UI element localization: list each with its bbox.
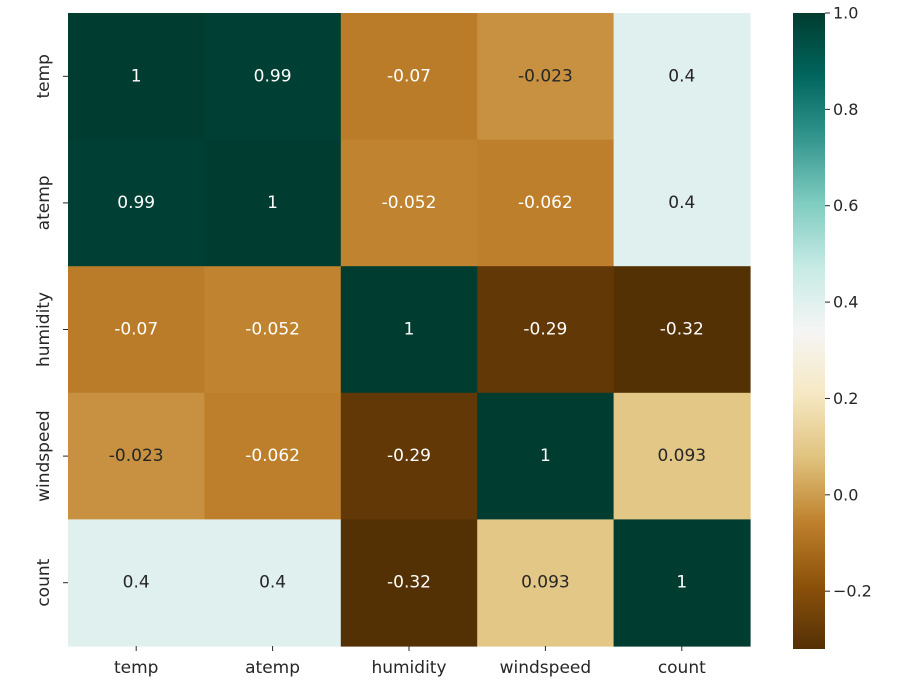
heatmap-cell-2-1 bbox=[204, 266, 342, 394]
heatmap-cell-3-2 bbox=[340, 392, 478, 520]
colorbar-tick-label-0: 1.0 bbox=[833, 4, 858, 23]
colorbar-ticks: 1.0 0.8 0.6 0.4 0.2 0.0 −0.2 bbox=[825, 4, 872, 601]
heatmap-cell-label-4-4: 1 bbox=[676, 573, 687, 593]
colorbar-tick-label-1: 0.8 bbox=[833, 100, 858, 119]
heatmap-cell-4-2 bbox=[340, 519, 478, 647]
heatmap-cell-label-1-1: 1 bbox=[267, 193, 278, 213]
y-tick-label-temp: temp bbox=[34, 54, 54, 98]
y-tick-label-count: count bbox=[34, 558, 54, 606]
heatmap-cell-1-0 bbox=[68, 139, 205, 267]
heatmap-cell-4-3 bbox=[477, 519, 615, 647]
heatmap-cell-4-1 bbox=[204, 519, 342, 647]
colorbar-gradient bbox=[793, 13, 825, 649]
y-tick-label-humidity: humidity bbox=[34, 292, 54, 367]
heatmap-cell-label-3-0: -0.023 bbox=[109, 446, 164, 466]
heatmap-cell-label-2-0: -0.07 bbox=[114, 320, 158, 340]
heatmap-cell-2-2 bbox=[340, 266, 478, 394]
heatmap-cell-0-4 bbox=[613, 13, 751, 141]
heatmap-cell-label-0-1: 0.99 bbox=[254, 66, 292, 86]
colorbar-tick-label-3: 0.4 bbox=[833, 293, 858, 312]
heatmap-cell-1-4 bbox=[613, 139, 751, 267]
heatmap-cell-label-3-1: -0.062 bbox=[245, 446, 300, 466]
heatmap-cell-0-3 bbox=[477, 13, 615, 141]
colorbar-tick-label-6: −0.2 bbox=[833, 582, 872, 601]
heatmap-grid: 1 0.99 -0.07 -0.023 0.4 0.99 1 -0.052 -0.062 0.4 -… bbox=[68, 13, 751, 647]
heatmap-cell-label-3-3: 1 bbox=[540, 446, 551, 466]
heatmap-cell-label-4-2: -0.32 bbox=[387, 573, 431, 593]
heatmap-cell-label-2-1: -0.052 bbox=[245, 320, 300, 340]
heatmap-cell-label-1-0: 0.99 bbox=[117, 193, 155, 213]
heatmap-cell-3-3 bbox=[477, 392, 615, 520]
heatmap-cell-label-0-0: 1 bbox=[131, 66, 142, 86]
heatmap-cell-3-1 bbox=[204, 392, 342, 520]
y-tick-label-atemp: atemp bbox=[34, 175, 54, 230]
heatmap-cell-label-0-3: -0.023 bbox=[518, 66, 573, 86]
x-axis: temp atemp humidity windspeed count bbox=[114, 646, 706, 678]
heatmap-cell-label-2-4: -0.32 bbox=[660, 320, 704, 340]
heatmap-cell-label-2-2: 1 bbox=[404, 320, 415, 340]
heatmap-cell-4-0 bbox=[68, 519, 205, 647]
colorbar-tick-label-4: 0.2 bbox=[833, 389, 858, 408]
heatmap-cell-label-3-4: 0.093 bbox=[657, 446, 706, 466]
heatmap-cell-0-2 bbox=[340, 13, 478, 141]
heatmap-cell-1-2 bbox=[340, 139, 478, 267]
y-tick-label-windspeed: windspeed bbox=[34, 410, 54, 502]
heatmap-cell-label-4-3: 0.093 bbox=[521, 573, 570, 593]
heatmap-cell-0-0 bbox=[68, 13, 205, 141]
colorbar: 1.0 0.8 0.6 0.4 0.2 0.0 −0.2 bbox=[793, 4, 872, 649]
heatmap-cell-label-3-2: -0.29 bbox=[387, 446, 431, 466]
heatmap-cell-1-3 bbox=[477, 139, 615, 267]
heatmap-cell-label-2-3: -0.29 bbox=[523, 320, 567, 340]
heatmap-cell-label-1-2: -0.052 bbox=[382, 193, 437, 213]
heatmap-cell-3-0 bbox=[68, 392, 205, 520]
heatmap-cell-2-0 bbox=[68, 266, 205, 394]
x-tick-label-atemp: atemp bbox=[245, 658, 300, 678]
heatmap-cell-label-1-3: -0.062 bbox=[518, 193, 573, 213]
x-tick-label-temp: temp bbox=[114, 658, 158, 678]
x-tick-label-count: count bbox=[658, 658, 706, 678]
heatmap-cell-4-4 bbox=[613, 519, 751, 647]
heatmap-cell-3-4 bbox=[613, 392, 751, 520]
colorbar-tick-label-2: 0.6 bbox=[833, 196, 858, 215]
heatmap-cell-0-1 bbox=[204, 13, 342, 141]
heatmap-cell-label-4-0: 0.4 bbox=[123, 573, 150, 593]
heatmap-cell-label-0-4: 0.4 bbox=[668, 66, 695, 86]
heatmap-cell-1-1 bbox=[204, 139, 342, 267]
heatmap-cell-2-4 bbox=[613, 266, 751, 394]
heatmap-cell-2-3 bbox=[477, 266, 615, 394]
heatmap-cell-label-4-1: 0.4 bbox=[259, 573, 286, 593]
y-axis: temp atemp humidity windspeed count bbox=[34, 54, 68, 607]
x-tick-label-humidity: humidity bbox=[371, 658, 446, 678]
x-tick-label-windspeed: windspeed bbox=[500, 658, 592, 678]
heatmap-cell-label-0-2: -0.07 bbox=[387, 66, 431, 86]
heatmap-cell-label-1-4: 0.4 bbox=[668, 193, 695, 213]
colorbar-tick-label-5: 0.0 bbox=[833, 485, 858, 504]
